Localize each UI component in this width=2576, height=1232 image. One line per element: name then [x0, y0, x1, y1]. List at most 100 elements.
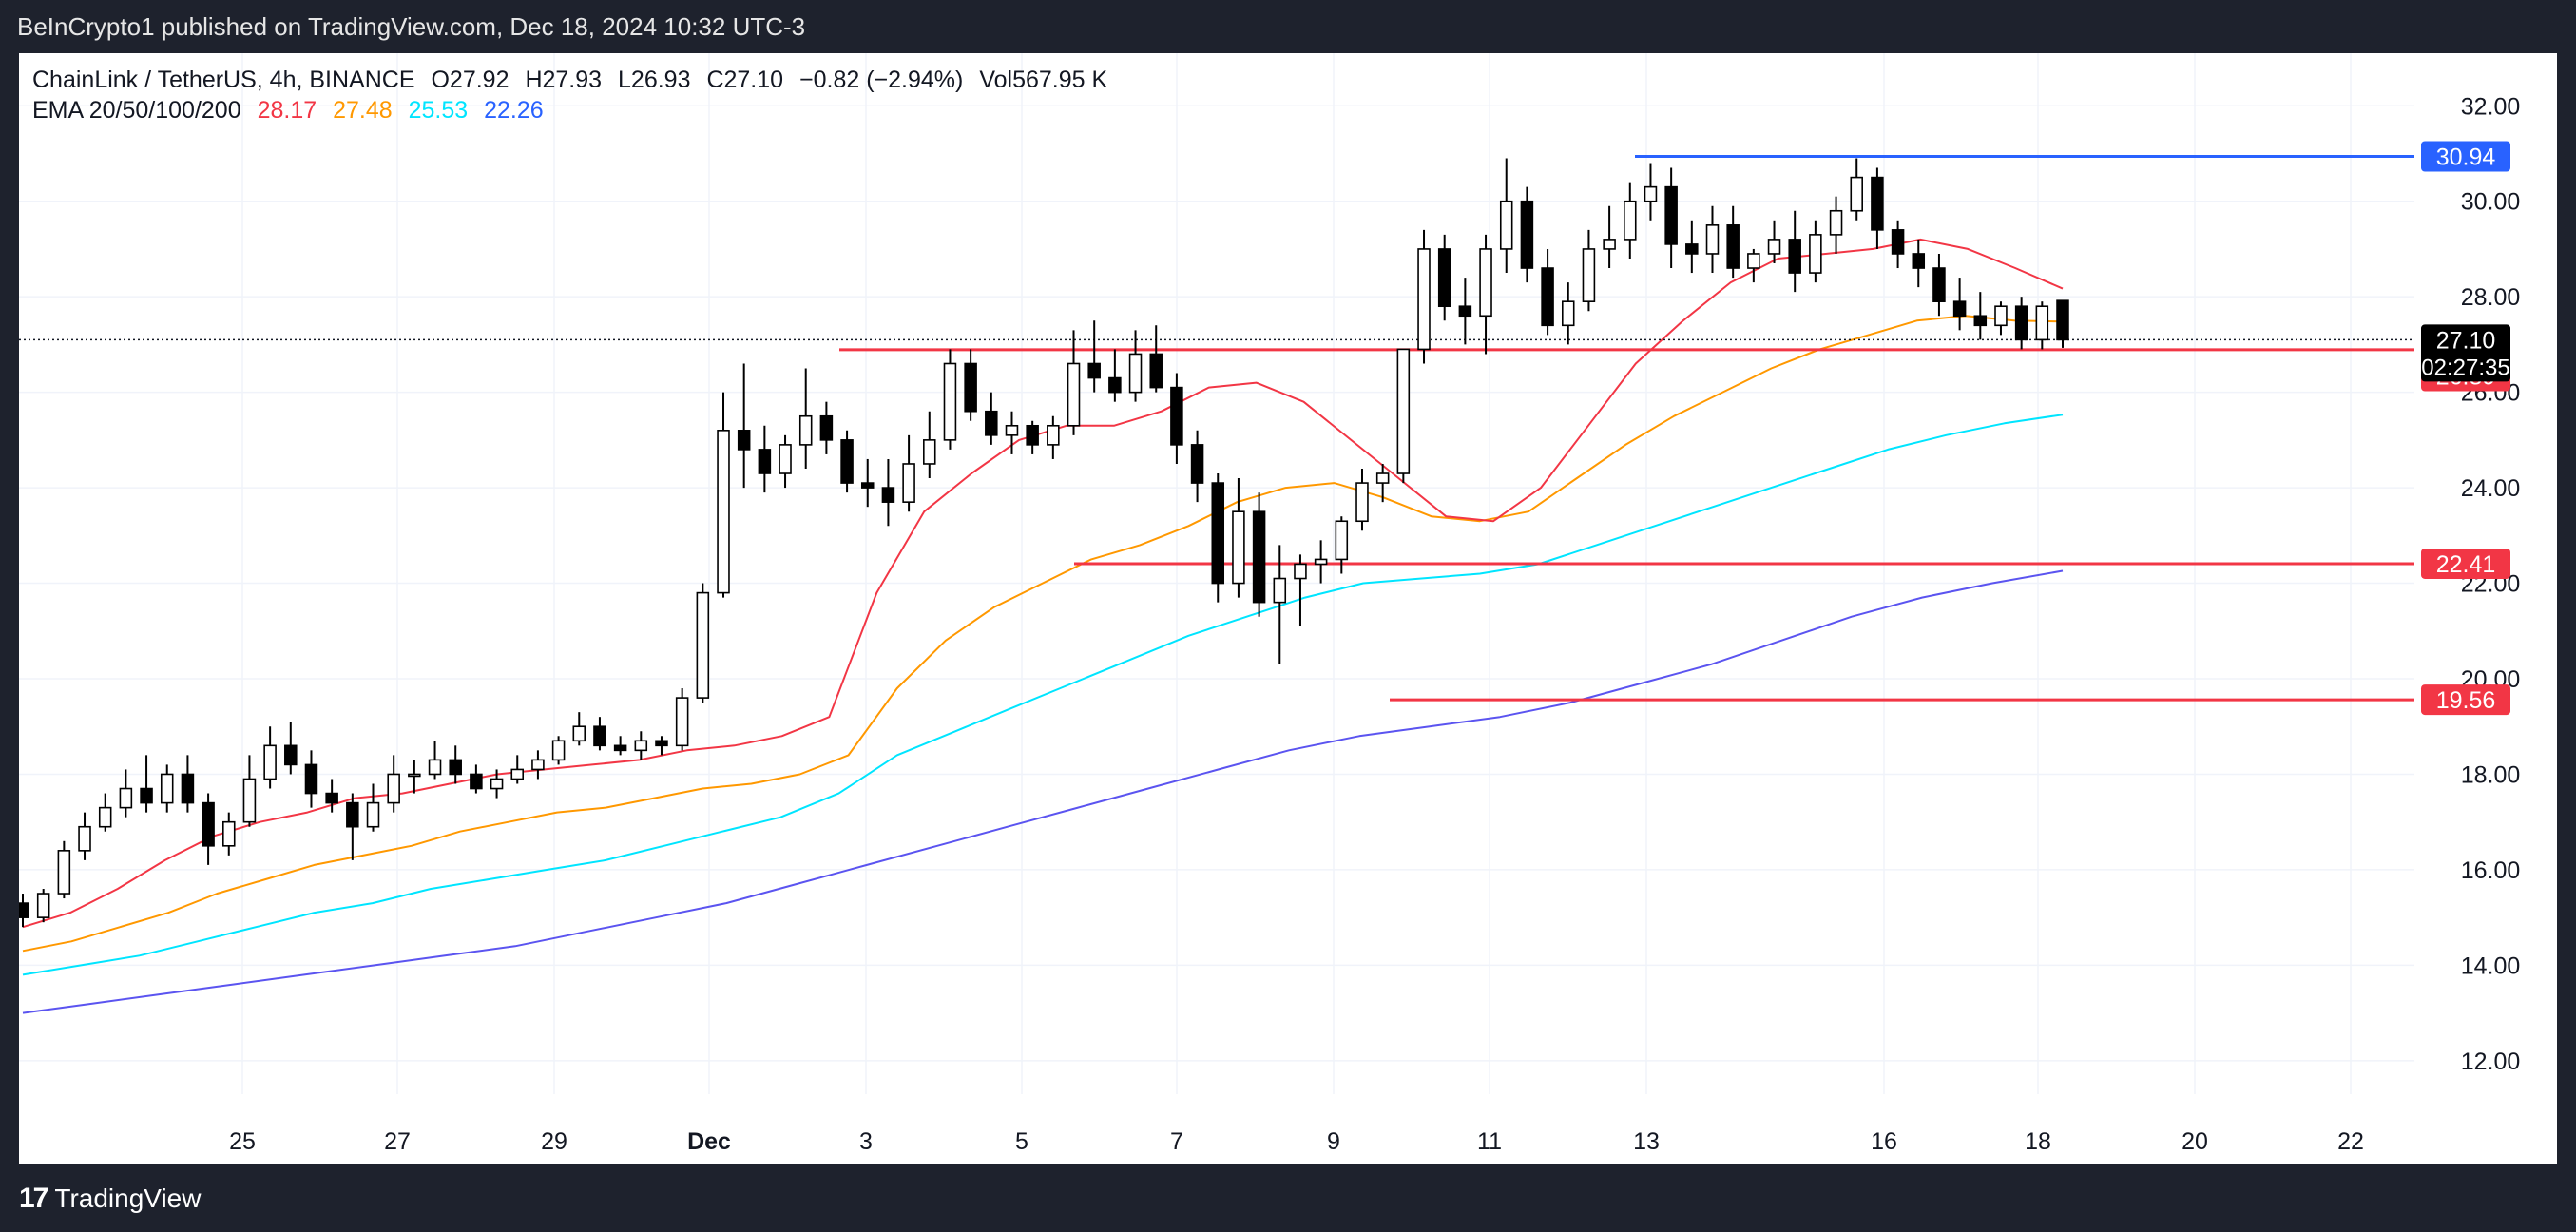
candle[interactable] [1375, 463, 1390, 503]
candle[interactable] [1850, 158, 1863, 221]
candle[interactable] [675, 688, 689, 751]
candle[interactable] [1994, 301, 2008, 336]
candle[interactable] [1582, 229, 1596, 312]
candle[interactable] [1335, 516, 1349, 574]
candle[interactable] [2014, 297, 2028, 350]
candle[interactable] [387, 755, 400, 813]
candle[interactable] [1211, 473, 1225, 603]
candle[interactable] [860, 458, 875, 508]
candle[interactable] [242, 755, 257, 827]
candle[interactable] [1788, 210, 1801, 293]
candle[interactable] [1190, 430, 1204, 503]
candle[interactable] [2035, 301, 2049, 350]
candle[interactable] [470, 764, 483, 794]
candle[interactable] [1932, 253, 1946, 317]
candle[interactable] [1087, 320, 1101, 393]
candle[interactable] [1499, 158, 1513, 274]
candle[interactable] [1561, 282, 1575, 345]
ema-label[interactable]: EMA 20/50/100/200 [32, 97, 241, 124]
candle[interactable] [1355, 468, 1369, 531]
candle[interactable] [408, 760, 421, 794]
candle[interactable] [57, 840, 71, 899]
candle[interactable] [19, 894, 29, 928]
candle[interactable] [1952, 278, 1967, 331]
candle[interactable] [798, 368, 813, 469]
candle[interactable] [1170, 373, 1183, 464]
candle[interactable] [964, 349, 977, 421]
candle[interactable] [304, 750, 318, 808]
chart-panel[interactable]: 32.00 30.00 28.00 26.00 24.00 22.00 20.00 18.00… [19, 53, 2557, 1164]
candle[interactable] [1232, 478, 1245, 598]
candle[interactable] [263, 726, 277, 789]
candle[interactable] [717, 392, 730, 598]
candle[interactable] [923, 411, 936, 479]
candles[interactable] [19, 158, 2069, 928]
candle[interactable] [1705, 205, 1720, 274]
candle[interactable] [902, 434, 915, 512]
candle[interactable] [779, 434, 792, 489]
candle[interactable] [510, 755, 525, 784]
candle[interactable] [1809, 220, 1822, 283]
candle[interactable] [1067, 330, 1081, 435]
candle[interactable] [655, 736, 668, 756]
candle[interactable] [1624, 182, 1637, 259]
candle[interactable] [819, 401, 834, 454]
candle[interactable] [1685, 220, 1699, 274]
candle[interactable] [366, 783, 380, 832]
candle[interactable] [2056, 299, 2069, 348]
candle[interactable] [490, 769, 504, 799]
candle[interactable] [1396, 348, 1411, 484]
symbol-label[interactable]: ChainLink / TetherUS, 4h, BINANCE [32, 67, 415, 93]
candle[interactable] [140, 755, 153, 813]
candle[interactable] [98, 793, 112, 832]
candle[interactable] [1437, 234, 1451, 321]
candle[interactable] [985, 392, 998, 445]
candle[interactable] [284, 722, 298, 775]
candle[interactable] [1273, 545, 1287, 664]
candle[interactable] [1871, 167, 1884, 249]
candle[interactable] [1912, 239, 1926, 288]
candle[interactable] [1458, 278, 1472, 345]
candle[interactable] [1891, 220, 1905, 269]
candle[interactable] [1479, 234, 1492, 355]
candle[interactable] [1128, 330, 1143, 402]
candle[interactable] [696, 583, 710, 703]
candle[interactable] [1149, 325, 1163, 393]
candle[interactable] [181, 755, 195, 813]
candle[interactable] [531, 750, 545, 780]
candle[interactable] [1747, 248, 1760, 283]
candle[interactable] [1294, 554, 1307, 626]
candle[interactable] [634, 731, 648, 760]
candle[interactable] [428, 741, 442, 780]
candle[interactable] [881, 458, 895, 527]
candle[interactable] [758, 425, 772, 493]
candle[interactable] [202, 793, 215, 865]
candle[interactable] [1252, 492, 1266, 617]
candle[interactable] [325, 779, 338, 813]
candle[interactable] [1047, 415, 1060, 459]
tradingview-brand[interactable]: 17 TradingView [19, 1183, 201, 1215]
candle[interactable] [160, 764, 174, 813]
candle[interactable] [119, 769, 133, 818]
candle[interactable] [1829, 196, 1843, 254]
candle[interactable] [840, 430, 854, 493]
candle[interactable] [737, 363, 751, 489]
candle[interactable] [1767, 220, 1781, 264]
candle[interactable] [346, 793, 359, 860]
candle[interactable] [1541, 248, 1554, 336]
candle[interactable] [551, 736, 566, 765]
candle[interactable] [78, 812, 91, 860]
candle[interactable] [1644, 163, 1658, 221]
candle[interactable] [593, 717, 606, 751]
candle[interactable] [1726, 205, 1740, 279]
candle[interactable] [1314, 540, 1328, 584]
candle[interactable] [222, 812, 236, 856]
candle[interactable] [1973, 292, 1988, 340]
candle[interactable] [572, 712, 586, 746]
candle[interactable] [449, 745, 462, 784]
candle[interactable] [1417, 229, 1431, 364]
candle[interactable] [1005, 411, 1019, 454]
candle[interactable] [1603, 205, 1616, 269]
price-chart[interactable]: 32.0030.0028.0026.0024.0022.0020.0018.00… [19, 53, 2557, 1164]
candle[interactable] [613, 736, 627, 756]
